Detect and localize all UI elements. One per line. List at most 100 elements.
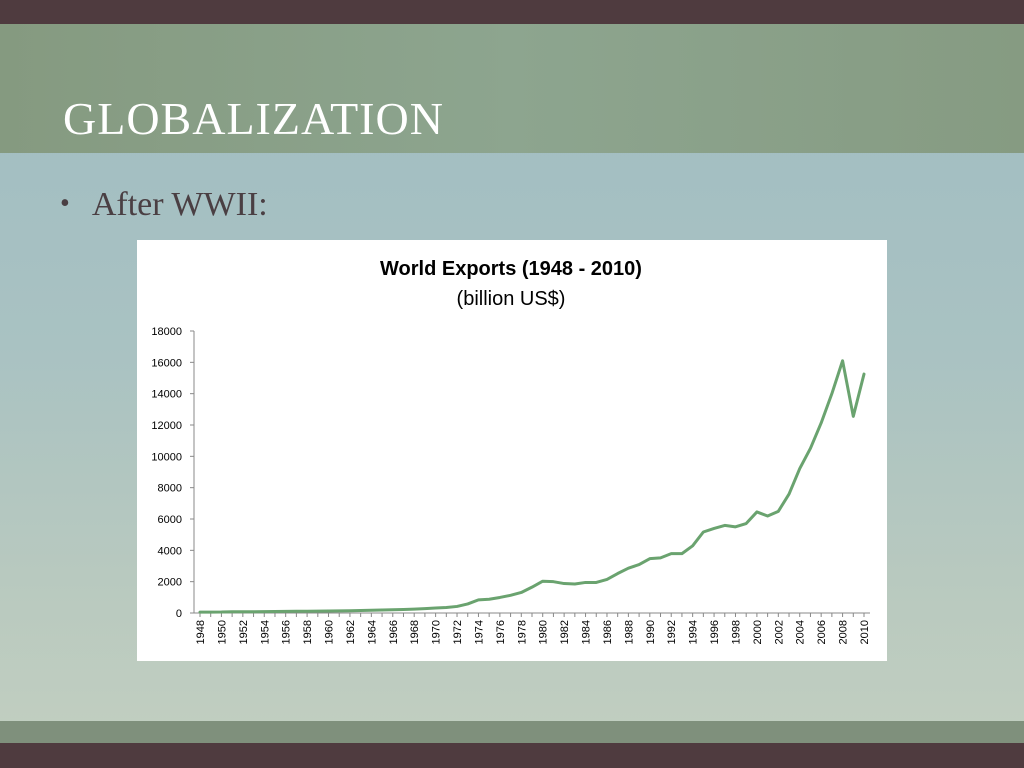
x-tick-label: 2008 [838,620,850,644]
chart-title: World Exports (1948 - 2010) [380,258,642,280]
data-point [509,594,512,597]
data-point [477,599,480,601]
x-tick-label: 1984 [581,620,593,644]
data-point [413,608,415,610]
data-point [231,610,233,613]
data-point [499,596,501,599]
y-tick-label: 14000 [151,389,182,401]
data-point [520,591,523,594]
data-point [681,552,683,555]
x-tick-label: 1956 [281,620,293,644]
x-tick-label: 1986 [602,620,614,644]
data-point [670,552,673,555]
data-point [820,422,822,424]
y-tick-label: 18000 [151,326,182,338]
x-tick-label: 1990 [645,620,657,644]
data-point [456,605,458,608]
bottom-band-light [0,721,1024,743]
x-tick-label: 1970 [431,620,443,644]
title-band [0,24,1024,153]
x-tick-label: 1980 [538,620,550,644]
data-point [734,526,737,528]
data-point [713,527,715,530]
data-point [209,611,212,613]
y-tick-label: 10000 [151,451,182,463]
data-point [574,583,576,585]
x-tick-label: 2000 [752,620,764,644]
data-point [284,610,287,613]
x-tick-label: 1966 [388,620,400,644]
y-tick-label: 8000 [158,483,182,495]
data-point [434,607,437,609]
x-tick-label: 2002 [773,620,785,644]
bullet-text: After WWII: [91,186,268,223]
chart-svg: World Exports (1948 - 2010) (billion US$… [151,258,871,644]
data-point [349,609,351,612]
data-point [616,572,619,575]
data-point [370,609,373,612]
x-tick-label: 1974 [473,620,485,644]
bullet-dot-icon: • [60,188,70,219]
data-point [327,610,330,612]
data-point [691,544,694,547]
data-point [777,510,780,513]
y-axis: 0 2000 4000 6000 8000 10000 12000 14000 16000 180… [151,326,195,620]
data-point [199,611,201,613]
x-tick-label: 1994 [688,620,700,644]
x-tick-label: 1972 [452,620,464,644]
data-point [606,578,608,581]
x-tick-label: 1998 [730,620,742,644]
data-point [863,373,865,375]
data-point [745,522,747,525]
data-point [295,610,298,613]
x-tick-label: 2006 [816,620,828,644]
chart-subtitle: (billion US$) [457,288,566,310]
chart-container: World Exports (1948 - 2010) (billion US$… [137,240,887,661]
data-point [541,580,544,582]
data-point [359,609,362,612]
x-tick-label: 1960 [324,620,336,644]
data-point [488,598,490,601]
data-point [306,610,308,613]
data-point [766,515,769,517]
x-tick-label: 1954 [259,620,271,644]
data-point [317,610,319,612]
y-tick-label: 6000 [158,514,182,526]
x-tick-label: 2010 [859,620,871,644]
data-point [798,467,801,470]
data-point [584,581,587,584]
x-tick-label: 1962 [345,620,357,644]
data-point [638,563,640,566]
series-line-0 [198,359,866,614]
x-tick-label: 1996 [709,620,721,644]
x-tick-label: 1964 [366,620,378,644]
data-point [627,567,630,569]
data-point [788,493,790,495]
bottom-band [0,743,1024,768]
bullet-item: • After WWII: [60,186,268,224]
data-point [595,581,598,584]
data-point [756,511,758,513]
data-point [274,610,276,613]
data-point [220,611,223,613]
x-tick-label: 1992 [666,620,678,644]
data-point [338,610,341,612]
data-point [659,557,662,559]
data-point [242,610,244,613]
y-tick-label: 12000 [151,420,182,432]
data-point [702,531,705,533]
x-tick-label: 1968 [409,620,421,644]
x-axis: 1948 1950 1952 1954 1956 1958 1960 1962 1964 1966… [194,612,871,644]
data-point [466,603,469,605]
data-point [391,608,394,611]
data-point [531,586,533,588]
x-tick-label: 1958 [302,620,314,644]
x-tick-label: 1948 [195,620,207,644]
x-tick-label: 1976 [495,620,507,644]
top-band [0,0,1024,24]
data-point [852,415,855,418]
data-point [809,447,812,450]
data-point [649,557,651,560]
slide-title: GLOBALIZATION [63,93,444,144]
data-point [424,607,426,610]
